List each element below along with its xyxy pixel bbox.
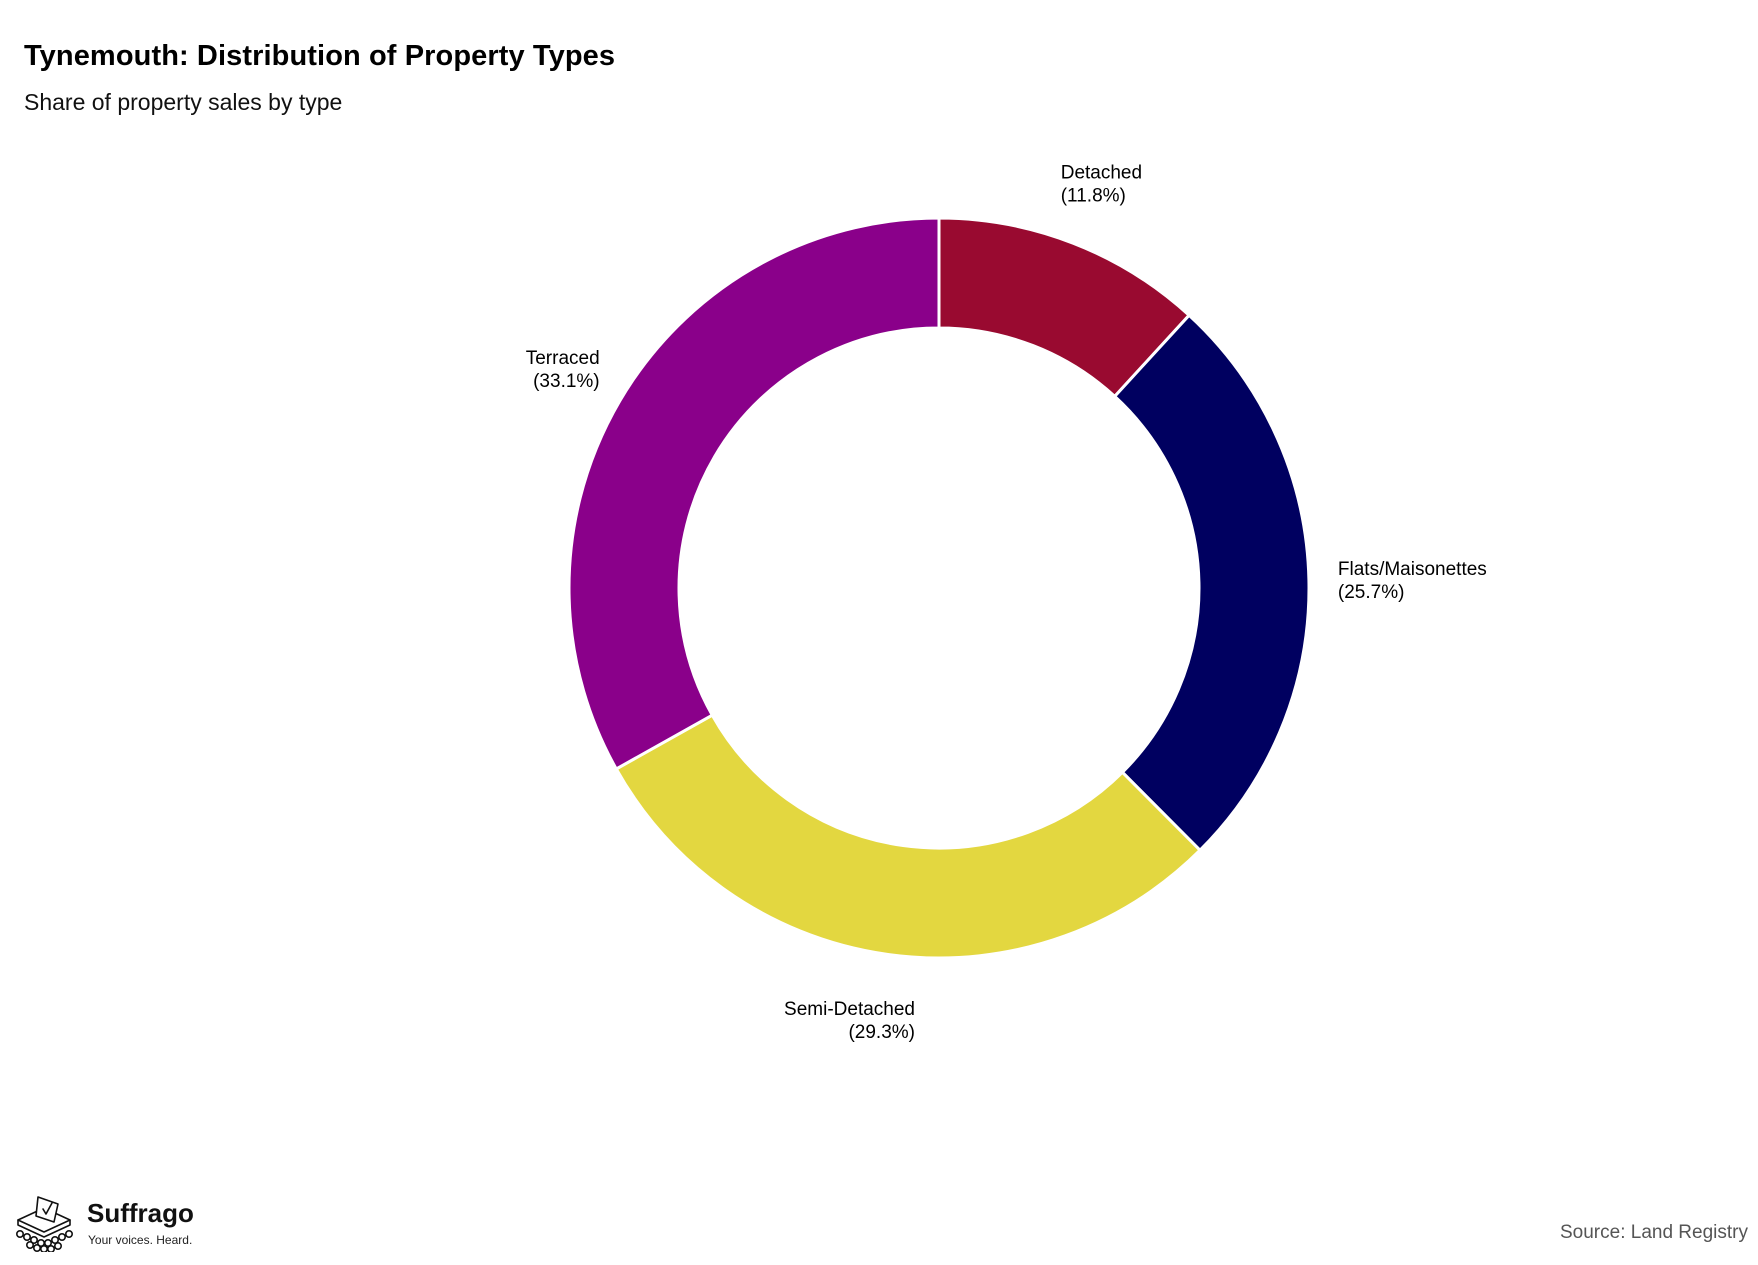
chart-subtitle: Share of property sales by type [24, 89, 343, 115]
slice-label-detached: Detached [1061, 163, 1142, 184]
slice-semi-detached [614, 713, 1203, 960]
brand-logo: Suffrago Your voices. Heard. [14, 1192, 214, 1252]
slice-value-detached: (11.8%) [1061, 186, 1126, 207]
slice-label-flats-maisonettes: Flats/Maisonettes [1338, 559, 1487, 580]
slice-label-terraced: Terraced [526, 348, 600, 369]
slice-value-semi-detached: (29.3%) [848, 1022, 915, 1043]
slice-value-flats-maisonettes: (25.7%) [1338, 582, 1405, 603]
source-note: Source: Land Registry [1560, 1222, 1748, 1243]
donut-slices [567, 216, 1311, 960]
brand-name: Suffrago [87, 1198, 194, 1228]
slice-value-terraced: (33.1%) [533, 371, 600, 392]
slice-flats-maisonettes [1112, 313, 1311, 853]
ballot-box-icon [15, 1196, 73, 1252]
slice-label-semi-detached: Semi-Detached [784, 999, 915, 1020]
donut-labels: Detached(11.8%) Flats/Maisonettes(25.7%) S… [526, 163, 1487, 1043]
slice-terraced [567, 216, 941, 771]
brand-tagline: Your voices. Heard. [88, 1233, 193, 1247]
chart-title: Tynemouth: Distribution of Property Type… [24, 40, 616, 72]
